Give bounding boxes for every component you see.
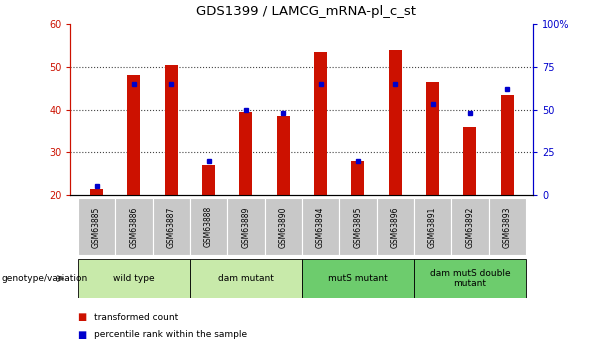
Bar — [78, 259, 190, 298]
Bar — [451, 198, 489, 255]
Text: GSM63895: GSM63895 — [353, 206, 362, 248]
Bar — [426, 82, 439, 195]
Bar — [302, 259, 414, 298]
Text: mutS mutant: mutS mutant — [328, 274, 388, 283]
Bar — [414, 198, 451, 255]
Bar — [265, 198, 302, 255]
Text: GSM63886: GSM63886 — [129, 206, 139, 247]
Text: GSM63894: GSM63894 — [316, 206, 325, 248]
Bar — [227, 198, 265, 255]
Text: dam mutS double
mutant: dam mutS double mutant — [430, 269, 510, 288]
Bar — [314, 52, 327, 195]
Bar — [78, 198, 115, 255]
Bar — [276, 116, 290, 195]
Text: GSM63885: GSM63885 — [92, 206, 101, 247]
Text: wild type: wild type — [113, 274, 154, 283]
Bar — [115, 198, 153, 255]
Text: transformed count: transformed count — [94, 313, 178, 322]
Text: ■: ■ — [77, 313, 86, 322]
Bar — [153, 198, 190, 255]
Text: genotype/variation: genotype/variation — [1, 274, 88, 283]
Bar — [389, 50, 402, 195]
Text: percentile rank within the sample: percentile rank within the sample — [94, 330, 247, 339]
Text: GSM63892: GSM63892 — [465, 206, 474, 247]
Text: dam mutant: dam mutant — [218, 274, 274, 283]
Text: ■: ■ — [77, 330, 86, 339]
Bar — [376, 198, 414, 255]
Text: GSM63888: GSM63888 — [204, 206, 213, 247]
Text: GSM63889: GSM63889 — [242, 206, 251, 247]
Bar — [302, 198, 339, 255]
Text: GDS1399 / LAMCG_mRNA-pl_c_st: GDS1399 / LAMCG_mRNA-pl_c_st — [197, 5, 416, 18]
Bar — [90, 188, 103, 195]
Text: GSM63891: GSM63891 — [428, 206, 437, 247]
Bar — [489, 198, 526, 255]
Bar — [351, 161, 364, 195]
Bar — [339, 198, 376, 255]
Bar — [202, 165, 215, 195]
Text: GSM63896: GSM63896 — [390, 206, 400, 248]
Text: GSM63890: GSM63890 — [279, 206, 287, 248]
Bar — [190, 259, 302, 298]
Bar — [414, 259, 526, 298]
Bar — [128, 76, 140, 195]
Bar — [463, 127, 476, 195]
Text: GSM63893: GSM63893 — [503, 206, 512, 248]
Text: GSM63887: GSM63887 — [167, 206, 176, 247]
Bar — [501, 95, 514, 195]
Bar — [190, 198, 227, 255]
Bar — [165, 65, 178, 195]
Bar — [240, 112, 253, 195]
